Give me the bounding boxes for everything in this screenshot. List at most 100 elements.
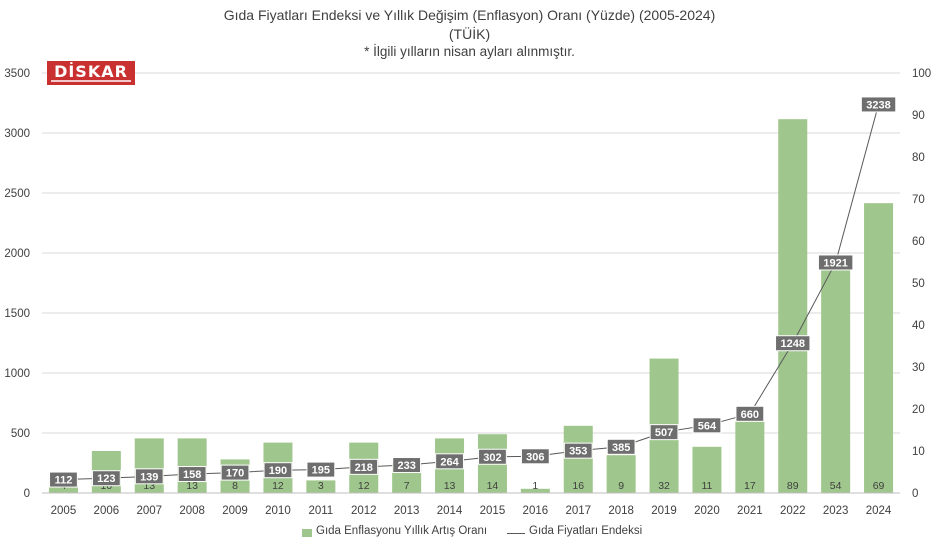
y-right-tick-label: 40 (912, 320, 925, 332)
line-data-label: 564 (698, 420, 717, 432)
bar-data-label: 12 (358, 480, 370, 492)
y-left-tick-label: 500 (11, 428, 30, 440)
y-left-tick-label: 2500 (4, 188, 30, 200)
bar (692, 446, 722, 493)
x-tick-label: 2006 (94, 505, 120, 517)
line-data-label: 170 (226, 468, 244, 480)
line-data-label-box (49, 471, 78, 488)
bar-data-label: 12 (272, 480, 284, 492)
x-tick-label: 2008 (179, 505, 205, 517)
legend-line-label: Gıda Fiyatları Endeksi (529, 525, 643, 537)
y-right-tick-label: 70 (912, 194, 925, 206)
line-data-label: 660 (741, 409, 759, 421)
y-right-tick-label: 20 (912, 404, 925, 416)
legend-line-swatch (507, 533, 525, 534)
line-data-label: 123 (97, 473, 115, 485)
line-data-label: 233 (397, 460, 415, 472)
bar-data-label: 13 (186, 480, 198, 492)
line-data-label: 139 (140, 471, 158, 483)
bar-data-label: 32 (658, 480, 670, 492)
y-left-tick-label: 3000 (4, 128, 30, 140)
bar-data-label: 16 (572, 480, 584, 492)
line-data-label-box (860, 96, 897, 113)
x-tick-label: 2019 (651, 505, 677, 517)
gridlines (42, 72, 900, 494)
line-data-label: 158 (183, 469, 201, 481)
line-data-label-box (91, 470, 121, 487)
x-tick-label: 2010 (265, 505, 291, 517)
y-right-tick-label: 30 (912, 362, 925, 374)
bar-data-label: 7 (404, 480, 410, 492)
line-data-label-box (692, 417, 722, 434)
y-left-tick-label: 1500 (4, 308, 30, 320)
x-tick-label: 2017 (565, 505, 591, 517)
line-data-label-box (134, 468, 164, 485)
x-tick-label: 2021 (737, 505, 763, 517)
bar-data-label: 17 (744, 480, 756, 492)
bar-data-label: 1 (532, 480, 538, 492)
axes: 0 500 1000 1500 2000 2500 3000 3500 0 10 20 30 40 50 6… (4, 68, 931, 517)
line-data-label-box (220, 464, 250, 481)
line-data-label: 112 (55, 475, 73, 487)
bar (606, 455, 636, 493)
bar-data-label: 54 (830, 480, 842, 492)
line-data-label: 306 (526, 451, 544, 463)
y-right-tick-label: 80 (912, 152, 925, 164)
bar-data-label: 13 (444, 480, 456, 492)
line-data-label: 264 (440, 456, 459, 468)
bar (778, 119, 808, 493)
line-data-label-box (306, 461, 336, 478)
x-tick-label: 2016 (523, 505, 549, 517)
line-data-label-box (775, 335, 811, 352)
logo-underline (51, 80, 131, 82)
line-data-label: 218 (355, 462, 373, 474)
x-tick-label: 2011 (308, 505, 333, 517)
line-data-label-box (435, 453, 464, 470)
line-data-label-box (735, 405, 765, 422)
data-labels: 4101313812312713141169321117895469112123… (49, 96, 897, 492)
bar-data-label: 11 (701, 480, 712, 492)
line-data-label-box (263, 462, 293, 479)
chart-subtitle: (TÜİK) (448, 26, 491, 42)
x-tick-label: 2007 (136, 505, 162, 517)
x-tick-label: 2015 (480, 505, 506, 517)
bar-series (48, 119, 894, 493)
line-data-label-box (478, 448, 507, 465)
line-data-label: 353 (569, 446, 587, 458)
y-right-tick-label: 100 (912, 68, 931, 80)
chart-title: Gıda Fiyatları Endeksi ve Yıllık Değişim… (223, 7, 716, 23)
logo-text: DİSKAR (54, 62, 128, 81)
y-right-tick-label: 60 (912, 236, 925, 248)
line-data-label-box (520, 448, 550, 465)
line-data-label: 190 (269, 465, 287, 477)
x-tick-label: 2023 (823, 505, 849, 517)
line-data-label: 3238 (866, 99, 890, 111)
x-tick-label: 2020 (694, 505, 720, 517)
x-tick-label: 2012 (351, 505, 377, 517)
line-data-label: 302 (483, 452, 501, 464)
y-left-tick-label: 2000 (4, 248, 30, 260)
line-data-label: 195 (312, 465, 330, 477)
bar-data-label: 13 (143, 480, 155, 492)
bar (306, 480, 336, 493)
line-data-label-box (392, 457, 422, 474)
line-data-label-box (817, 254, 854, 271)
x-tick-label: 2005 (51, 505, 77, 517)
bar (563, 425, 593, 493)
y-right-tick-label: 50 (912, 278, 925, 290)
bar (864, 203, 894, 493)
line-data-label: 385 (612, 442, 630, 454)
bar (821, 266, 851, 493)
bar-data-label: 89 (787, 480, 799, 492)
y-right-tick-label: 0 (912, 488, 918, 500)
legend-bar-swatch (302, 529, 312, 537)
x-tick-label: 2024 (866, 505, 892, 517)
y-left-tick-label: 1000 (4, 368, 30, 380)
x-tick-label: 2013 (394, 505, 420, 517)
line-data-label-box (649, 424, 679, 441)
bar (177, 438, 207, 493)
bar-data-label: 14 (487, 480, 499, 492)
line-data-label-box (349, 458, 379, 475)
